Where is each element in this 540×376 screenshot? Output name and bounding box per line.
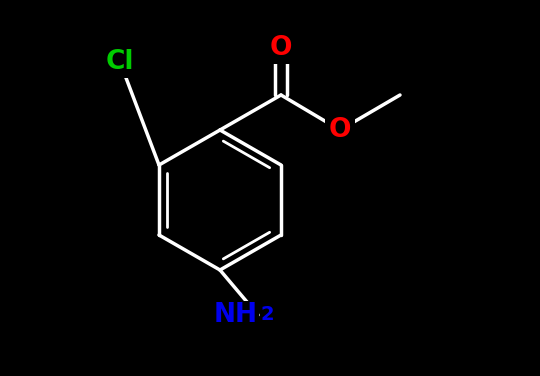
Text: NH: NH xyxy=(214,302,258,328)
Text: O: O xyxy=(329,117,351,143)
Text: O: O xyxy=(270,35,292,61)
Text: Cl: Cl xyxy=(106,49,134,75)
Text: 2: 2 xyxy=(260,305,274,324)
